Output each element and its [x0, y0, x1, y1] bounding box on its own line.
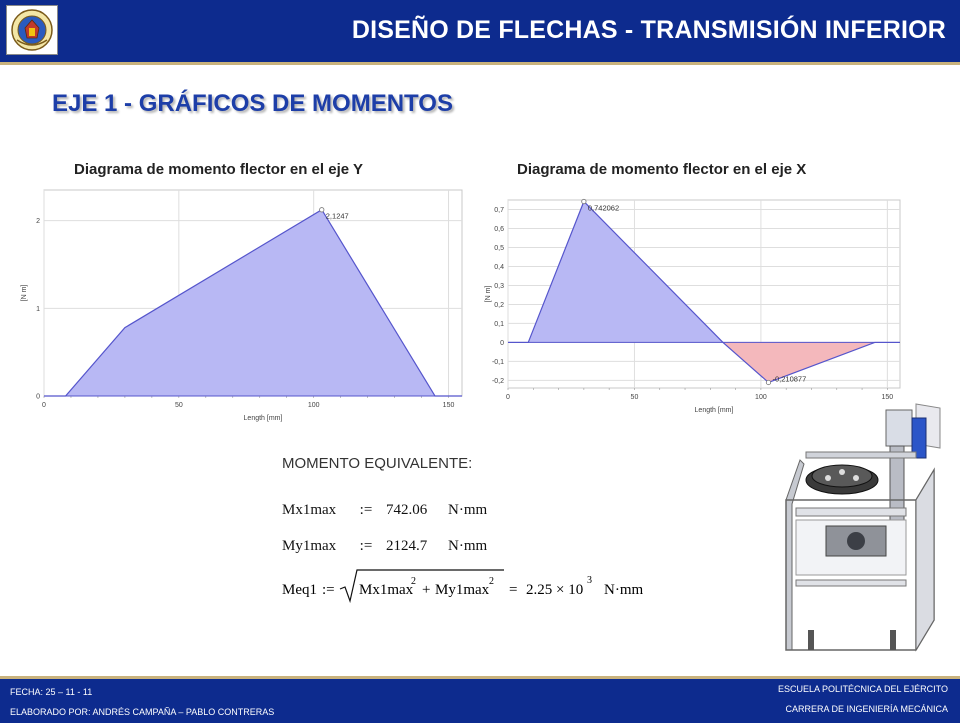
meq-name: Meq1	[282, 582, 317, 598]
university-crest-icon	[6, 5, 58, 55]
meq-exp2: 2	[489, 576, 494, 587]
meq-result-power: 3	[587, 575, 592, 586]
y-tick-label: 0	[36, 394, 40, 401]
peak-data-label: 0,742062	[588, 204, 619, 213]
y-tick-label: 0,4	[494, 264, 504, 271]
equivalent-moment-formula: MOMENTO EQUIVALENTE: Mx1max:= 742.06 N·mm …	[282, 455, 682, 605]
moment-chart-y: 0 50 100 150 0 1 2 Length [mm] [N m] 2,1247	[21, 189, 463, 422]
formula-row-my: My1max := 2124.7 N·mm	[282, 538, 487, 555]
formula-value: 742.06	[386, 502, 428, 518]
x-axis-label: Length [mm]	[695, 407, 734, 414]
x-tick-label: 100	[755, 394, 767, 401]
x-tick-label: 50	[175, 402, 183, 409]
y-axis-label: [N m]	[485, 286, 492, 303]
x-tick-label: 150	[882, 394, 894, 401]
meq-unit: N·mm	[604, 582, 643, 598]
page-title: DISEÑO DE FLECHAS - TRANSMISIÓN INFERIOR	[351, 16, 946, 44]
footer-school: ESCUELA POLITÉCNICA DEL EJÉRCITO	[777, 684, 948, 694]
formula-assign: :=	[359, 538, 373, 554]
x-tick-label: 50	[631, 394, 639, 401]
area-fill-positive	[44, 209, 462, 396]
chart-title-x: Diagrama de momento flector en el eje X	[517, 161, 807, 178]
peak-data-label: -0,210877	[772, 374, 806, 383]
moment-series-line	[44, 208, 462, 397]
y-tick-label: 1	[36, 306, 40, 313]
x-tick-label: 0	[42, 402, 46, 409]
footer-career: CARRERA DE INGENIERÍA MECÁNICA	[785, 704, 948, 714]
meq-term1: Mx1max	[359, 582, 414, 598]
peak-marker	[319, 207, 325, 213]
y-tick-label: -0,2	[492, 378, 504, 385]
x-tick-label: 100	[308, 402, 320, 409]
formula-value: 2124.7	[386, 538, 428, 554]
meq-formula: Meq1 := Mx1max 2 + My1max 2 = 2.25 × 10 …	[282, 569, 643, 604]
meq-equals: =	[509, 582, 517, 598]
peak-marker	[765, 379, 772, 386]
meq-exp1: 2	[411, 576, 416, 587]
y-tick-label: -0,1	[492, 359, 504, 366]
section-title: EJE 1 - GRÁFICOS DE MOMENTOS	[52, 90, 453, 117]
y-tick-label: 0,6	[494, 226, 504, 233]
peak-marker	[581, 198, 587, 205]
header-bar: DISEÑO DE FLECHAS - TRANSMISIÓN INFERIOR	[0, 0, 960, 65]
y-tick-label: 0,2	[494, 302, 504, 309]
formula-row-mx: Mx1max := 742.06 N·mm	[282, 502, 487, 519]
peak-data-label: 2,1247	[326, 212, 349, 221]
y-tick-label: 0	[500, 340, 504, 347]
formula-unit: N·mm	[448, 538, 488, 554]
footer-bar: FECHA: 25 – 11 - 11 ELABORADO POR: ANDRÉ…	[0, 676, 960, 723]
y-tick-label: 0,1	[494, 321, 504, 328]
formula-unit: N·mm	[448, 502, 488, 518]
meq-term2: My1max	[435, 582, 490, 598]
x-axis-label: Length [mm]	[244, 415, 283, 422]
area-fill-negative	[722, 342, 875, 383]
chart-title-y: Diagrama de momento flector en el eje Y	[74, 161, 363, 178]
x-tick-label: 0	[506, 394, 510, 401]
formula-assign: :=	[359, 502, 373, 518]
y-axis-label: [N m]	[21, 285, 28, 302]
area-fill-positive	[508, 201, 900, 343]
sqrt-sign-icon	[339, 569, 504, 604]
formula-var-name: Mx1max	[282, 502, 337, 518]
formula-var-name: My1max	[282, 538, 337, 554]
y-tick-label: 0,3	[494, 283, 504, 290]
moment-chart-x: 0 50 100 150 -0,2 -0,1 0 0,1 0,2 0,3 0,4 0,5 0,6 0,7 L…	[485, 198, 901, 414]
meq-plus: +	[422, 582, 430, 598]
meq-result: 2.25 × 10	[526, 582, 583, 598]
footer-authors: ELABORADO POR: ANDRÉS CAMPAÑA – PABLO CO…	[10, 707, 275, 717]
x-tick-label: 150	[443, 402, 455, 409]
moment-series-line	[508, 200, 900, 384]
shaft-machine-3d-model-icon	[785, 403, 941, 652]
meq-assign: :=	[322, 582, 335, 598]
formula-heading: MOMENTO EQUIVALENTE:	[282, 455, 473, 472]
y-tick-label: 2	[36, 218, 40, 225]
y-tick-label: 0,7	[494, 207, 504, 214]
y-tick-label: 0,5	[494, 245, 504, 252]
footer-date: FECHA: 25 – 11 - 11	[10, 687, 93, 697]
